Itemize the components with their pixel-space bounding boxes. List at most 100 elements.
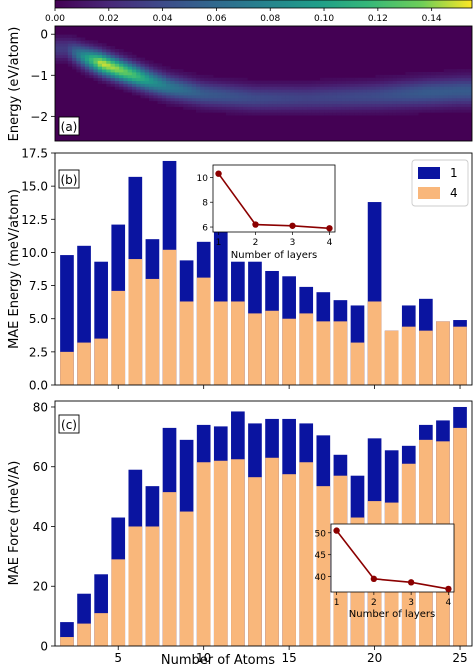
heatmap-cell <box>277 80 282 84</box>
heatmap-cell <box>319 89 325 93</box>
heatmap-cell <box>183 106 188 110</box>
heatmap-cell <box>195 100 201 105</box>
heatmap-cell <box>67 63 73 67</box>
heatmap-cell <box>401 109 406 113</box>
heatmap-cell <box>251 95 257 99</box>
heatmap-cell <box>242 89 248 93</box>
heatmap-cell <box>80 37 86 41</box>
heatmap-cell <box>59 34 64 38</box>
heatmap-cell <box>465 86 470 90</box>
panel-a-tag: (a) <box>61 120 78 134</box>
heatmap-cell <box>161 86 167 90</box>
heatmap-cell <box>345 89 351 93</box>
heatmap-cell <box>136 63 141 67</box>
heatmap-cell <box>388 112 393 116</box>
heatmap-cell <box>63 54 69 59</box>
heatmap-cell <box>247 109 252 113</box>
heatmap-cell <box>401 95 406 99</box>
heatmap-cell <box>174 77 180 82</box>
panel-a: 0 −1 −2 Energy (eV/atom) (a) <box>7 25 473 142</box>
heatmap-cell <box>358 86 364 90</box>
heatmap-cell <box>234 100 240 105</box>
colorbar-tick-label: 0.06 <box>206 14 226 24</box>
heatmap-cell <box>234 77 240 82</box>
heatmap-cell <box>328 112 334 116</box>
heatmap-cell <box>396 97 402 102</box>
heatmap-cell <box>166 103 171 107</box>
heatmap-cell <box>225 97 231 102</box>
heatmap-cell <box>371 100 376 105</box>
heatmap-cell <box>281 109 287 113</box>
heatmap-cell <box>341 80 346 84</box>
heatmap-cell <box>157 95 163 99</box>
heatmap-cell <box>101 63 107 67</box>
panel-c-tag-box <box>58 414 80 434</box>
heatmap-cell <box>285 80 291 84</box>
heatmap-cell <box>302 83 308 87</box>
heatmap-cell <box>174 86 180 90</box>
heatmap-cell <box>392 80 398 84</box>
heatmap-cell <box>448 89 453 93</box>
heatmap-cell <box>89 69 94 73</box>
heatmap-cell <box>469 86 472 90</box>
heatmap-cell <box>59 40 64 44</box>
panel-c: 0 20 40 60 80 5 10 15 20 25 MAE Force (meV/A) Nu… <box>7 400 473 665</box>
heatmap-cell <box>264 86 270 90</box>
heatmap-cell <box>319 77 325 82</box>
heatmap-cell <box>336 106 342 110</box>
heatmap-cell <box>195 83 201 87</box>
inset-b-point <box>215 170 222 177</box>
heatmap-cell <box>281 92 287 96</box>
heatmap-cell <box>153 66 158 70</box>
heatmap-cell <box>153 86 158 90</box>
heatmap-cell <box>195 89 201 93</box>
heatmap-cell <box>72 63 77 67</box>
heatmap-cell <box>328 103 334 107</box>
heatmap-cell <box>89 54 94 59</box>
heatmap-cell <box>285 106 291 110</box>
heatmap-cell <box>307 112 312 116</box>
heatmap-cell <box>225 100 231 105</box>
heatmap-cell <box>413 103 419 107</box>
heatmap-cell <box>110 63 116 67</box>
heatmap-cell <box>170 100 176 105</box>
heatmap-cell <box>89 72 94 76</box>
heatmap-cell <box>89 46 94 50</box>
heatmap-cell <box>55 43 60 47</box>
heatmap-cell <box>76 60 82 64</box>
heatmap-cell <box>422 92 428 96</box>
heatmap-cell <box>375 112 381 116</box>
heatmap-cell <box>127 60 133 64</box>
heatmap-cell <box>55 51 60 56</box>
heatmap-cell <box>401 83 406 87</box>
heatmap-cell <box>435 100 440 105</box>
heatmap-cell <box>97 77 103 82</box>
heatmap-cell <box>255 109 261 113</box>
heatmap-cell <box>166 97 171 102</box>
heatmap-cell <box>131 83 137 87</box>
inset-b-point <box>289 222 296 229</box>
heatmap-cell <box>127 89 133 93</box>
heatmap-cell <box>93 49 99 53</box>
inset-b-ytick-label: 8 <box>202 199 208 209</box>
heatmap-cell <box>319 100 325 105</box>
heatmap-cell <box>460 86 466 90</box>
heatmap-cell <box>371 95 376 99</box>
heatmap-cell <box>392 77 398 82</box>
heatmap-cell <box>161 100 167 105</box>
heatmap-cell <box>354 83 359 87</box>
heatmap-cell <box>396 77 402 82</box>
heatmap-cell <box>136 72 141 76</box>
heatmap-cell <box>119 69 124 73</box>
panel-a-yticks: 0 −1 −2 <box>30 28 55 124</box>
heatmap-cell <box>401 89 406 93</box>
heatmap-cell <box>230 86 235 90</box>
heatmap-cell <box>148 60 154 64</box>
heatmap-cell <box>302 86 308 90</box>
panel-c-bar-series-4 <box>316 486 331 646</box>
heatmap-cell <box>443 80 449 84</box>
heatmap-cell <box>341 103 346 107</box>
heatmap-cell <box>307 97 312 102</box>
heatmap-cell <box>371 106 376 110</box>
heatmap-cell <box>166 74 171 79</box>
